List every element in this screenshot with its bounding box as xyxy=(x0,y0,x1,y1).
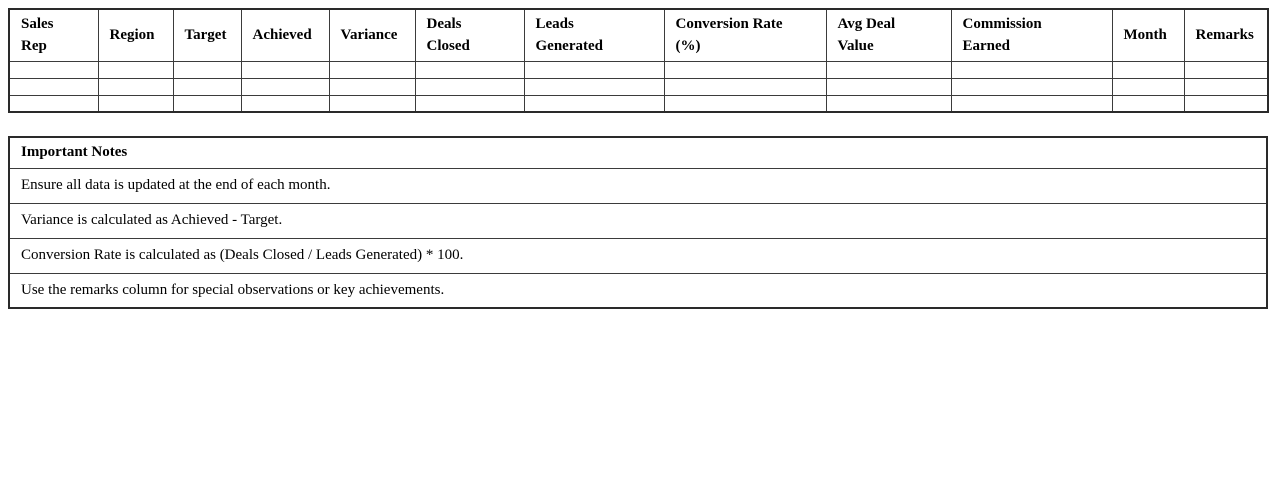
empty-cell xyxy=(328,77,416,96)
empty-cell xyxy=(97,60,174,79)
empty-cell xyxy=(1111,60,1185,79)
column-header-target: Target xyxy=(172,8,242,62)
column-header-commission-earned: Commission Earned xyxy=(950,8,1113,62)
note-row: Variance is calculated as Achieved - Tar… xyxy=(8,202,1268,239)
empty-cell xyxy=(8,60,99,79)
empty-cell xyxy=(172,77,242,96)
note-item: Ensure all data is updated at the end of… xyxy=(8,167,1268,204)
important-notes-table: Important Notes Ensure all data is updat… xyxy=(8,136,1268,309)
table-row xyxy=(8,77,1269,96)
empty-cell xyxy=(825,77,952,96)
note-item: Conversion Rate is calculated as (Deals … xyxy=(8,237,1268,274)
empty-cell xyxy=(1183,77,1269,96)
column-header-achieved: Achieved xyxy=(240,8,330,62)
empty-cell xyxy=(240,94,330,113)
empty-cell xyxy=(523,77,665,96)
column-header-deals-closed: Deals Closed xyxy=(414,8,525,62)
header-row: Sales Rep Region Target Achieved Varianc… xyxy=(8,8,1269,62)
empty-cell xyxy=(328,94,416,113)
note-row: Use the remarks column for special obser… xyxy=(8,272,1268,309)
empty-cell xyxy=(414,60,525,79)
empty-cell xyxy=(523,94,665,113)
empty-cell xyxy=(240,77,330,96)
notes-title-row: Important Notes xyxy=(8,136,1268,169)
empty-cell xyxy=(663,77,827,96)
empty-cell xyxy=(414,94,525,113)
empty-cell xyxy=(172,60,242,79)
note-item: Use the remarks column for special obser… xyxy=(8,272,1268,309)
empty-cell xyxy=(172,94,242,113)
empty-cell xyxy=(414,77,525,96)
empty-cell xyxy=(1111,94,1185,113)
empty-cell xyxy=(97,77,174,96)
empty-cell xyxy=(950,60,1113,79)
table-row xyxy=(8,60,1269,79)
sales-tracker-table: Sales Rep Region Target Achieved Varianc… xyxy=(8,8,1269,113)
column-header-variance: Variance xyxy=(328,8,416,62)
column-header-avg-deal-value: Avg Deal Value xyxy=(825,8,952,62)
column-header-month: Month xyxy=(1111,8,1185,62)
empty-cell xyxy=(950,77,1113,96)
empty-cell xyxy=(240,60,330,79)
column-header-sales-rep: Sales Rep xyxy=(8,8,99,62)
note-row: Ensure all data is updated at the end of… xyxy=(8,167,1268,204)
empty-cell xyxy=(950,94,1113,113)
table-row xyxy=(8,94,1269,113)
note-item: Variance is calculated as Achieved - Tar… xyxy=(8,202,1268,239)
empty-cell xyxy=(1183,60,1269,79)
empty-cell xyxy=(663,60,827,79)
empty-cell xyxy=(1111,77,1185,96)
empty-cell xyxy=(8,77,99,96)
empty-cell xyxy=(825,60,952,79)
column-header-region: Region xyxy=(97,8,174,62)
note-row: Conversion Rate is calculated as (Deals … xyxy=(8,237,1268,274)
column-header-remarks: Remarks xyxy=(1183,8,1269,62)
empty-cell xyxy=(97,94,174,113)
empty-cell xyxy=(328,60,416,79)
empty-cell xyxy=(825,94,952,113)
column-header-conversion-rate: Conversion Rate (%) xyxy=(663,8,827,62)
column-header-leads-generated: Leads Generated xyxy=(523,8,665,62)
empty-cell xyxy=(1183,94,1269,113)
empty-cell xyxy=(8,94,99,113)
empty-cell xyxy=(523,60,665,79)
empty-cell xyxy=(663,94,827,113)
notes-title: Important Notes xyxy=(8,136,1268,169)
